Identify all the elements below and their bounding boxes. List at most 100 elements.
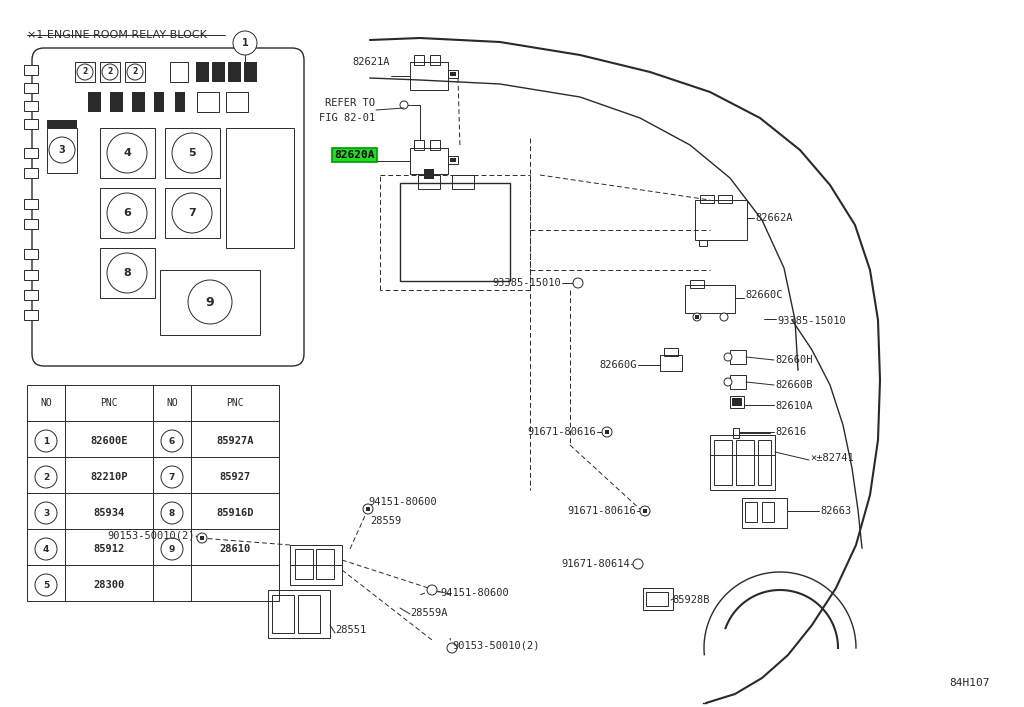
Text: 82210P: 82210P	[90, 472, 128, 482]
Circle shape	[161, 430, 183, 452]
Bar	[47, 128, 77, 173]
Bar	[646, 592, 668, 606]
Text: 82660C: 82660C	[745, 290, 782, 300]
Bar	[24, 168, 38, 178]
Bar	[700, 195, 714, 203]
Bar	[24, 219, 38, 229]
Bar	[228, 62, 241, 82]
Bar	[742, 498, 787, 528]
Text: 85927: 85927	[219, 472, 251, 482]
Bar	[643, 509, 647, 513]
Bar	[196, 62, 209, 82]
Bar	[699, 240, 707, 246]
Text: 82660G: 82660G	[599, 360, 637, 370]
Circle shape	[161, 502, 183, 524]
Bar	[733, 428, 739, 438]
Bar	[27, 385, 279, 601]
Text: 6: 6	[169, 436, 175, 445]
Bar	[175, 92, 185, 112]
Text: ×±82741: ×±82741	[810, 453, 854, 463]
Bar	[154, 92, 164, 112]
Circle shape	[77, 64, 93, 80]
Bar	[165, 128, 220, 178]
Text: 82660B: 82660B	[775, 380, 812, 390]
Bar	[290, 545, 342, 585]
Bar	[110, 92, 123, 112]
Circle shape	[188, 280, 232, 324]
Text: 1: 1	[242, 38, 249, 48]
Bar	[24, 249, 38, 259]
Bar	[452, 175, 474, 189]
Bar	[132, 92, 145, 112]
Bar	[424, 169, 434, 179]
Circle shape	[35, 538, 57, 560]
Circle shape	[720, 313, 728, 321]
Bar	[736, 440, 754, 485]
Text: PNC: PNC	[226, 398, 244, 408]
Bar	[730, 350, 746, 364]
Text: 7: 7	[169, 472, 175, 481]
Bar	[24, 101, 38, 111]
Bar	[244, 62, 257, 82]
Circle shape	[49, 137, 75, 163]
Bar	[664, 348, 678, 356]
Text: 82616: 82616	[775, 427, 806, 437]
Bar	[643, 588, 673, 610]
Bar	[714, 440, 732, 485]
Text: 28559A: 28559A	[410, 608, 447, 618]
Text: 4: 4	[43, 544, 49, 554]
Text: 1: 1	[43, 436, 49, 445]
Bar	[24, 119, 38, 129]
Bar	[430, 140, 440, 150]
Text: NO: NO	[40, 398, 52, 408]
Bar	[418, 175, 440, 189]
Text: 91671-80614: 91671-80614	[561, 559, 630, 569]
Bar	[100, 128, 155, 178]
Text: 93385-15010: 93385-15010	[777, 316, 846, 326]
Circle shape	[197, 533, 207, 543]
Bar	[695, 315, 699, 319]
Bar	[430, 55, 440, 65]
Bar	[718, 195, 732, 203]
Text: 2: 2	[43, 472, 49, 481]
Text: 7: 7	[188, 208, 196, 218]
Bar	[170, 62, 188, 82]
Text: 82621A: 82621A	[352, 57, 390, 67]
Circle shape	[633, 559, 643, 569]
Bar	[268, 590, 330, 638]
Bar	[745, 502, 757, 522]
Bar	[450, 72, 456, 76]
Text: 90153-50010(2): 90153-50010(2)	[452, 640, 540, 650]
Text: 3: 3	[43, 508, 49, 518]
Text: 9: 9	[169, 544, 175, 554]
Text: 2: 2	[82, 67, 88, 76]
Bar	[690, 280, 705, 288]
Text: 8: 8	[169, 508, 175, 518]
Bar	[100, 188, 155, 238]
Bar	[414, 55, 424, 65]
Text: 2: 2	[132, 67, 137, 76]
Bar	[449, 156, 458, 164]
Circle shape	[106, 253, 147, 293]
Bar	[100, 62, 120, 82]
Text: 90153-50010(2): 90153-50010(2)	[108, 531, 195, 541]
Bar	[125, 62, 145, 82]
Bar	[75, 62, 95, 82]
Bar	[762, 502, 774, 522]
Text: 9: 9	[206, 296, 214, 308]
Bar	[160, 270, 260, 335]
Circle shape	[447, 643, 457, 653]
Text: 28300: 28300	[93, 580, 125, 590]
Bar	[24, 148, 38, 158]
Circle shape	[172, 133, 212, 173]
Circle shape	[35, 430, 57, 452]
Text: 91671-80616: 91671-80616	[567, 506, 636, 516]
Circle shape	[35, 502, 57, 524]
Circle shape	[724, 378, 732, 386]
Bar	[758, 440, 771, 485]
Text: 85912: 85912	[93, 544, 125, 554]
Bar	[24, 65, 38, 75]
Text: 2: 2	[108, 67, 113, 76]
Text: 82620A: 82620A	[335, 150, 375, 160]
Text: FIG 82-01: FIG 82-01	[318, 113, 375, 123]
